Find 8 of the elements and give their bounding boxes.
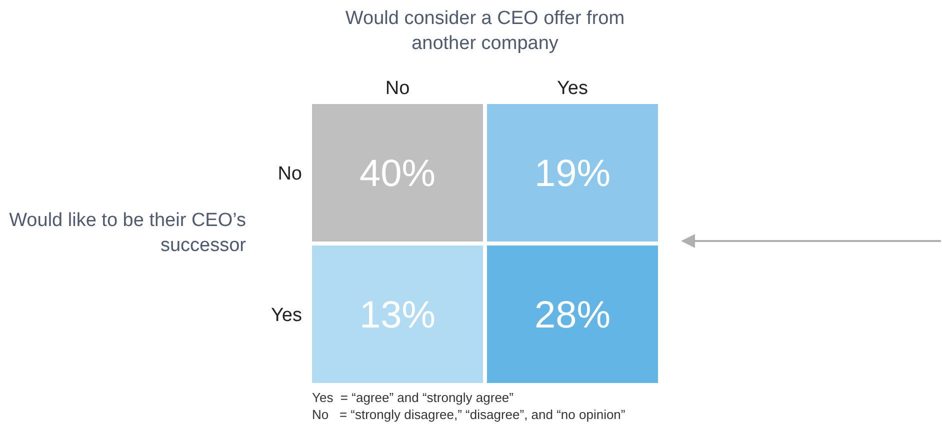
y-axis-title: Would like to be their CEO’s successor (8, 209, 246, 258)
text: Yes = “agree” and “strongly agree” (312, 389, 514, 406)
data-label: 40% (359, 152, 436, 195)
text: No = “strongly disagree,” “disagree”, and “no opinion” (312, 406, 626, 423)
x-axis-title: Would consider a CEO offer from another company (344, 7, 626, 56)
data-label: 19% (534, 152, 611, 195)
data-label: 28% (534, 294, 611, 336)
data-label: 13% (359, 294, 436, 336)
